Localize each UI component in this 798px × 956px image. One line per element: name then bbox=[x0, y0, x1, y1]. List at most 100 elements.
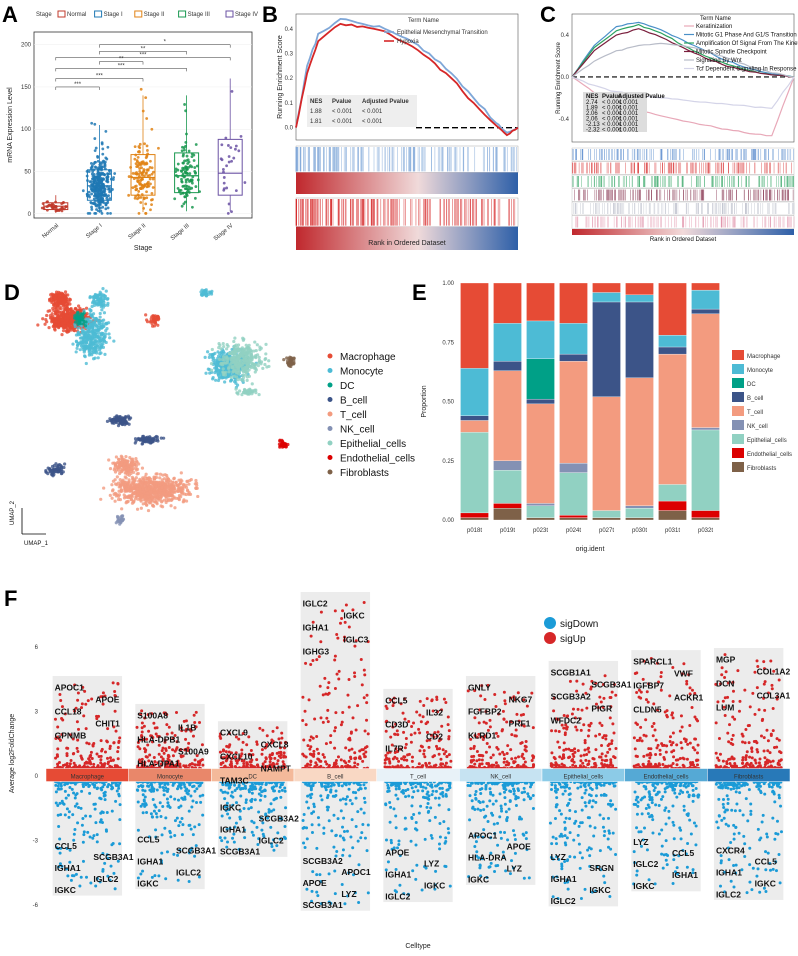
panel-c-table-cell: < 0.001 bbox=[602, 128, 623, 134]
panel-a-point bbox=[176, 162, 180, 166]
panel-d-cell-point bbox=[250, 382, 254, 386]
panel-a-point bbox=[136, 156, 140, 159]
panel-a-point bbox=[193, 196, 197, 200]
panel-c-table-header: NES bbox=[586, 94, 598, 100]
panel-d-cell-point bbox=[92, 303, 97, 308]
panel-a-point bbox=[107, 194, 110, 198]
panel-d-cell-point bbox=[124, 471, 128, 475]
panel-d-cell-point bbox=[143, 495, 147, 499]
panel-d-cell-point bbox=[126, 499, 130, 503]
panel-b-table-header: Pvalue bbox=[332, 99, 352, 105]
panel-c-table-bg bbox=[583, 92, 647, 132]
panel-b-xlabel: Rank in Ordered Dataset bbox=[368, 240, 445, 247]
panel-d-cell-point bbox=[141, 441, 145, 445]
panel-d-cell-point bbox=[116, 481, 120, 485]
panel-a-ytick: 50 bbox=[24, 170, 31, 176]
panel-d-cell-point bbox=[47, 326, 51, 330]
panel-d-cell-point bbox=[111, 479, 116, 483]
panel-d-cell-point bbox=[104, 332, 108, 336]
panel-a-point bbox=[226, 211, 230, 215]
panel-d-cell-point bbox=[118, 497, 122, 502]
panel-d-cell-point bbox=[82, 335, 86, 339]
panel-d-cell-point bbox=[257, 360, 261, 365]
panel-d-cell-point bbox=[226, 357, 230, 361]
panel-d-cell-point bbox=[100, 325, 104, 330]
panel-a-point bbox=[182, 175, 186, 179]
panel-a-point bbox=[195, 164, 199, 168]
panel-d-cell-point bbox=[56, 298, 60, 303]
panel-a-point bbox=[183, 195, 187, 199]
panel-a-point bbox=[131, 186, 135, 190]
panel-d-cell-point bbox=[232, 351, 236, 355]
panel-d-cell-point bbox=[96, 297, 100, 301]
panel-a-point bbox=[87, 170, 91, 173]
panel-a-point bbox=[60, 209, 64, 213]
panel-a-point bbox=[102, 173, 106, 176]
panel-a-point bbox=[99, 191, 103, 195]
panel-a-point bbox=[138, 162, 142, 166]
panel-c-ytick: -0.4 bbox=[559, 117, 570, 123]
panel-d-cell-point bbox=[51, 295, 55, 299]
panel-d-cell-point bbox=[229, 378, 233, 382]
panel-a-point bbox=[184, 180, 188, 184]
panel-c-legend-label: Keratinization bbox=[696, 24, 732, 30]
panel-a-ytick: 0 bbox=[28, 212, 32, 218]
panel-d-cell-point bbox=[48, 309, 52, 313]
panel-a-point bbox=[146, 180, 150, 184]
panel-d-cell-point bbox=[195, 481, 199, 485]
panel-d-cell-point bbox=[159, 495, 163, 499]
panel-a-point bbox=[94, 166, 98, 170]
panel-d-cell-point bbox=[203, 355, 207, 359]
panel-d-cell-point bbox=[150, 496, 154, 500]
panel-d-cell-point bbox=[118, 463, 122, 468]
panel-d-cell-point bbox=[111, 461, 115, 465]
panel-d-cell-point bbox=[246, 346, 251, 350]
panel-a-point bbox=[138, 146, 142, 150]
panel-d-cell-point bbox=[160, 499, 164, 503]
panel-a-point bbox=[112, 176, 116, 179]
panel-a-point bbox=[81, 189, 85, 193]
panel-a-point bbox=[100, 172, 104, 175]
panel-a-point bbox=[51, 206, 55, 210]
panel-a-point bbox=[87, 194, 91, 197]
panel-a-point bbox=[144, 202, 148, 206]
panel-d-cell-point bbox=[58, 305, 62, 309]
panel-a-point bbox=[190, 165, 194, 169]
panel-c-rug-frame bbox=[571, 161, 795, 175]
panel-d-cell-point bbox=[100, 308, 104, 312]
panel-a-point bbox=[220, 158, 224, 162]
panel-a-point bbox=[148, 174, 152, 177]
panel-a-point bbox=[190, 155, 194, 159]
panel-d-cell-point bbox=[114, 455, 118, 459]
panel-d-cell-point bbox=[103, 352, 107, 356]
panel-a-point bbox=[181, 145, 184, 149]
panel-d-cell-point bbox=[87, 350, 91, 354]
panel-d-cell-point bbox=[99, 497, 103, 501]
panel-a-point bbox=[136, 197, 139, 201]
panel-d-cell-point bbox=[227, 370, 231, 374]
panel-d-cell-point bbox=[77, 304, 81, 308]
panel-d-cell-point bbox=[49, 468, 54, 473]
panel-d-cell-point bbox=[89, 314, 93, 318]
panel-d-cell-point bbox=[68, 298, 72, 302]
panel-c-xlabel: Rank in Ordered Dataset bbox=[650, 237, 717, 243]
panel-d-cell-point bbox=[82, 348, 87, 352]
panel-d-cell-point bbox=[100, 343, 104, 347]
panel-a-point bbox=[105, 179, 109, 183]
panel-a-point bbox=[150, 127, 154, 131]
panel-d-cell-point bbox=[50, 312, 54, 316]
panel-d-cell-point bbox=[245, 378, 249, 382]
panel-b-table-cell: < 0.001 bbox=[362, 109, 383, 115]
panel-d-cell-point bbox=[140, 481, 144, 485]
panel-a-point bbox=[93, 122, 97, 126]
panel-d-cell-point bbox=[149, 481, 154, 485]
panel-a-point bbox=[90, 164, 94, 168]
panel-d-cell-point bbox=[87, 353, 91, 357]
panel-a-legend-key bbox=[57, 10, 66, 18]
panel-d-cell-point bbox=[82, 344, 86, 348]
panel-a-box bbox=[217, 138, 243, 196]
panel-a-point bbox=[103, 162, 106, 165]
panel-d-cell-point bbox=[168, 493, 172, 498]
panel-c-table-cell: < 0.001 bbox=[618, 100, 639, 106]
panel-a-xtick: Stage IV bbox=[213, 223, 234, 242]
